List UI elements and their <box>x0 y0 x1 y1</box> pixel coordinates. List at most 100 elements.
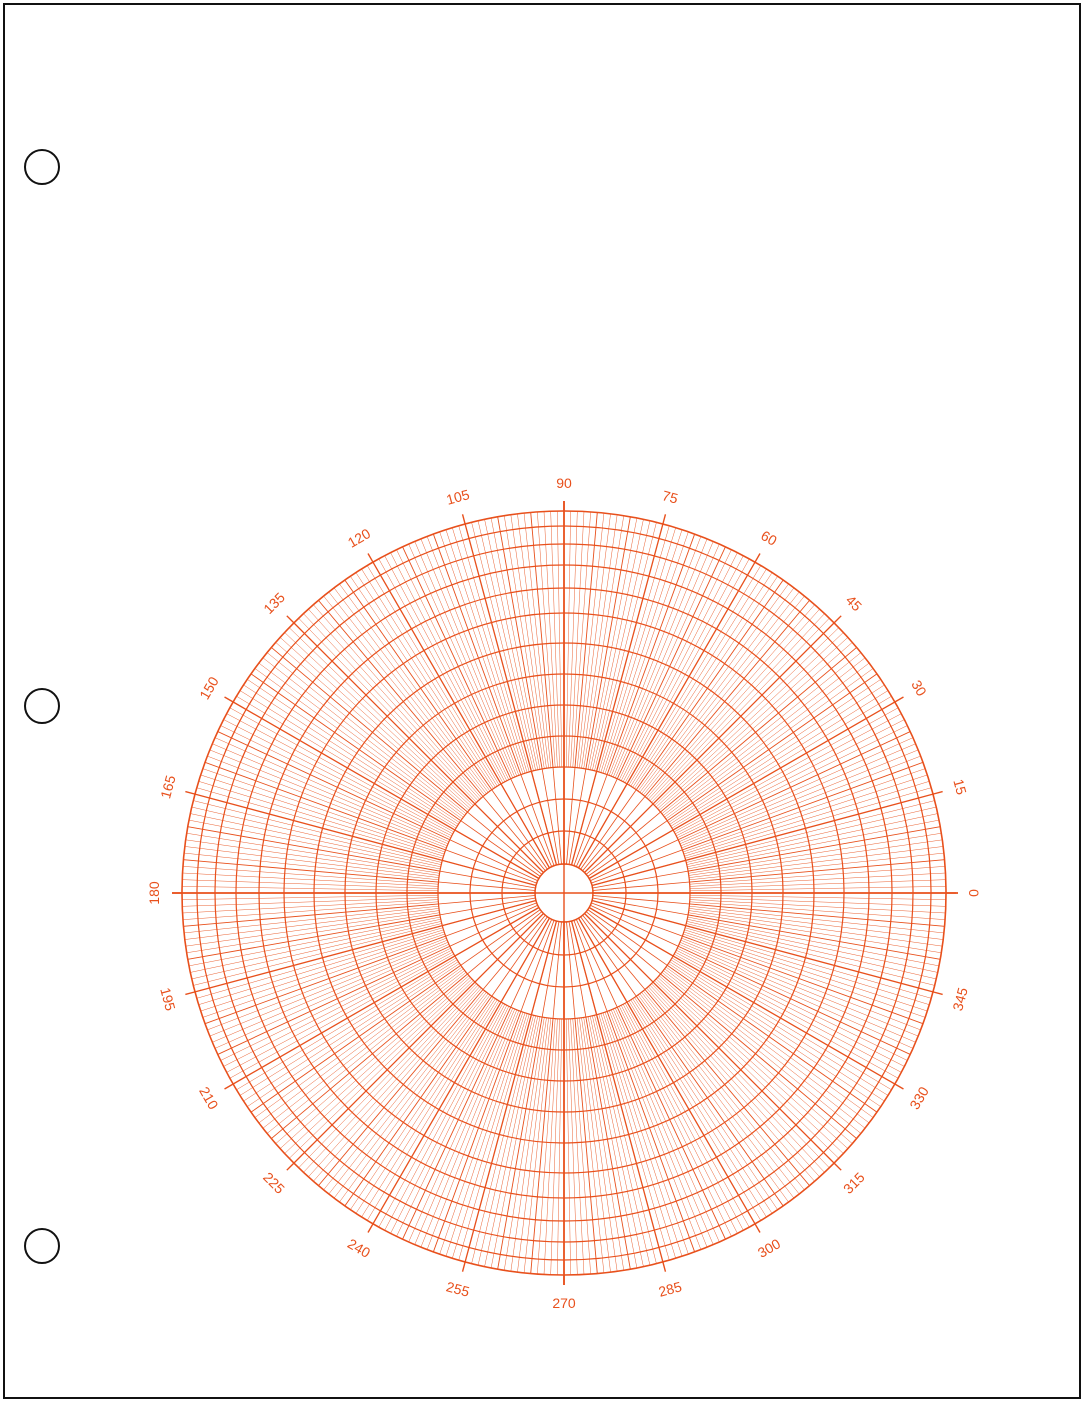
inner-radial-line <box>460 909 541 966</box>
radial-line <box>432 533 522 775</box>
inner-radial-line <box>439 897 536 916</box>
radial-line <box>183 859 439 883</box>
radial-line <box>660 973 857 1139</box>
inner-radial-line <box>520 774 555 866</box>
fine-radial-line <box>688 839 943 876</box>
fine-radial-line <box>458 1014 530 1261</box>
fine-radial-line <box>396 1006 509 1237</box>
fine-radial-line <box>262 657 465 816</box>
inner-radial-line <box>592 895 690 905</box>
radial-line <box>677 945 911 1055</box>
fine-radial-line <box>688 910 943 947</box>
fine-radial-line <box>598 525 670 772</box>
inner-radial-line <box>541 768 560 865</box>
radial-line <box>666 964 878 1113</box>
tick-mark <box>367 553 374 563</box>
binder-hole-icon <box>24 1228 60 1264</box>
radial-line <box>688 826 941 872</box>
fine-radial-line <box>289 627 474 806</box>
fine-radial-line <box>254 668 463 820</box>
fine-radial-line <box>200 774 445 855</box>
fine-radial-line <box>557 511 563 768</box>
fine-radial-line <box>572 1018 591 1275</box>
fine-radial-line <box>615 1008 720 1243</box>
radial-line <box>585 1017 631 1270</box>
fine-radial-line <box>185 910 440 947</box>
fine-radial-line <box>236 696 457 829</box>
angle-label: 225 <box>260 1169 288 1197</box>
fine-radial-line <box>649 984 825 1173</box>
fine-radial-line <box>689 901 946 920</box>
fine-radial-line <box>298 983 477 1168</box>
inner-radial-line <box>541 921 560 1018</box>
fine-radial-line <box>209 939 448 1037</box>
fine-radial-line <box>247 679 460 823</box>
fine-radial-line <box>669 684 885 825</box>
radial-line <box>204 761 446 851</box>
inner-radial-line <box>467 811 543 875</box>
fine-radial-line <box>452 1013 528 1259</box>
inner-radial-line <box>590 839 679 882</box>
fine-radial-line <box>471 522 534 771</box>
inner-radial-line <box>445 902 537 937</box>
angle-label: 330 <box>906 1084 932 1112</box>
fine-radial-line <box>207 937 447 1031</box>
fine-radial-line <box>510 514 547 769</box>
fine-radial-line <box>384 555 506 782</box>
fine-radial-line <box>284 978 473 1154</box>
angle-label: 300 <box>755 1235 783 1261</box>
major-radial-line <box>372 561 551 869</box>
angle-label: 105 <box>445 486 472 508</box>
inner-radial-line <box>573 774 608 866</box>
tick-mark <box>185 991 196 996</box>
inner-radial-line <box>582 796 646 872</box>
fine-radial-line <box>686 800 935 863</box>
fine-radial-line <box>619 549 732 780</box>
fine-radial-line <box>523 1018 552 1273</box>
fine-radial-line <box>681 937 921 1031</box>
tick-mark <box>224 1083 234 1090</box>
fine-radial-line <box>550 1018 560 1275</box>
major-radial-line <box>588 701 896 880</box>
fine-radial-line <box>298 618 477 803</box>
fine-radial-line <box>517 1018 549 1273</box>
fine-radial-line <box>587 517 638 770</box>
fine-radial-line <box>671 696 892 829</box>
fine-radial-line <box>641 992 800 1195</box>
tick-mark <box>833 1162 842 1171</box>
angle-label: 15 <box>950 777 970 796</box>
fine-radial-line <box>184 852 439 881</box>
fine-radial-line <box>557 1018 563 1275</box>
tick-mark <box>461 514 466 525</box>
inner-radial-line <box>491 789 548 870</box>
fine-radial-line <box>308 986 480 1178</box>
fine-radial-line <box>615 543 720 778</box>
fine-radial-line <box>634 576 778 789</box>
inner-radial-line <box>491 916 548 997</box>
angle-label: 210 <box>196 1084 222 1112</box>
fine-radial-line <box>620 552 738 781</box>
fine-radial-line <box>630 999 767 1218</box>
radial-line <box>635 579 784 791</box>
fine-radial-line <box>679 944 914 1049</box>
fine-radial-line <box>420 1009 518 1248</box>
fine-radial-line <box>675 951 902 1073</box>
fine-radial-line <box>675 713 902 835</box>
fine-radial-line <box>355 998 496 1214</box>
fine-radial-line <box>639 587 795 793</box>
tick-mark <box>224 696 234 703</box>
major-radial-line <box>194 793 537 887</box>
fine-radial-line <box>186 912 440 953</box>
inner-radial-line <box>591 902 683 937</box>
radial-line <box>344 579 493 791</box>
fine-radial-line <box>651 983 830 1168</box>
fine-radial-line <box>262 970 465 1129</box>
fine-radial-line <box>689 852 944 881</box>
fine-radial-line <box>223 949 452 1067</box>
fine-radial-line <box>537 511 556 768</box>
radial-line <box>606 533 696 775</box>
tick-mark <box>367 1223 374 1233</box>
fine-radial-line <box>634 997 778 1210</box>
fine-radial-line <box>220 948 451 1061</box>
fine-radial-line <box>254 966 463 1118</box>
